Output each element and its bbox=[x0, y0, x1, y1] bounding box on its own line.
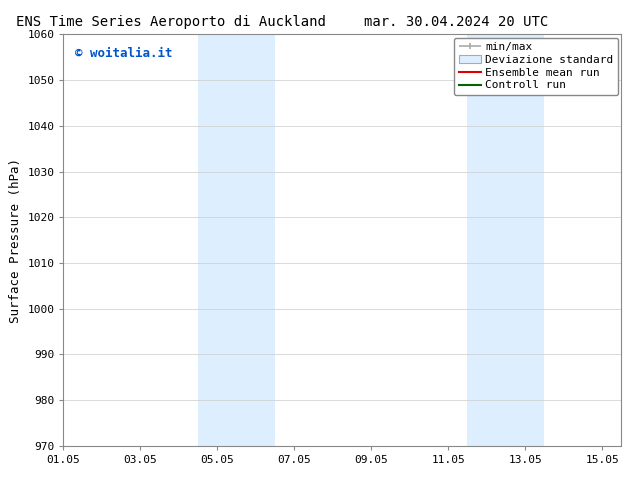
Bar bbox=[467, 34, 545, 446]
Text: mar. 30.04.2024 20 UTC: mar. 30.04.2024 20 UTC bbox=[365, 15, 548, 29]
Text: © woitalia.it: © woitalia.it bbox=[75, 47, 172, 60]
Legend: min/max, Deviazione standard, Ensemble mean run, Controll run: min/max, Deviazione standard, Ensemble m… bbox=[454, 38, 618, 95]
Text: ENS Time Series Aeroporto di Auckland: ENS Time Series Aeroporto di Auckland bbox=[16, 15, 326, 29]
Bar bbox=[198, 34, 275, 446]
Y-axis label: Surface Pressure (hPa): Surface Pressure (hPa) bbox=[9, 158, 22, 322]
